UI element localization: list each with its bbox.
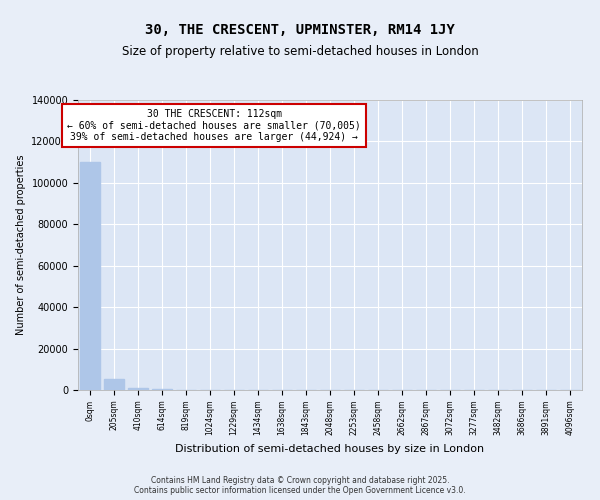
- Y-axis label: Number of semi-detached properties: Number of semi-detached properties: [16, 155, 26, 336]
- Text: Size of property relative to semi-detached houses in London: Size of property relative to semi-detach…: [122, 45, 478, 58]
- X-axis label: Distribution of semi-detached houses by size in London: Distribution of semi-detached houses by …: [175, 444, 485, 454]
- Text: 30, THE CRESCENT, UPMINSTER, RM14 1JY: 30, THE CRESCENT, UPMINSTER, RM14 1JY: [145, 22, 455, 36]
- Text: 30 THE CRESCENT: 112sqm
← 60% of semi-detached houses are smaller (70,005)
39% o: 30 THE CRESCENT: 112sqm ← 60% of semi-de…: [67, 108, 361, 142]
- Bar: [80, 162, 100, 390]
- Bar: [128, 388, 148, 390]
- Text: Contains HM Land Registry data © Crown copyright and database right 2025.
Contai: Contains HM Land Registry data © Crown c…: [134, 476, 466, 495]
- Bar: [104, 379, 124, 390]
